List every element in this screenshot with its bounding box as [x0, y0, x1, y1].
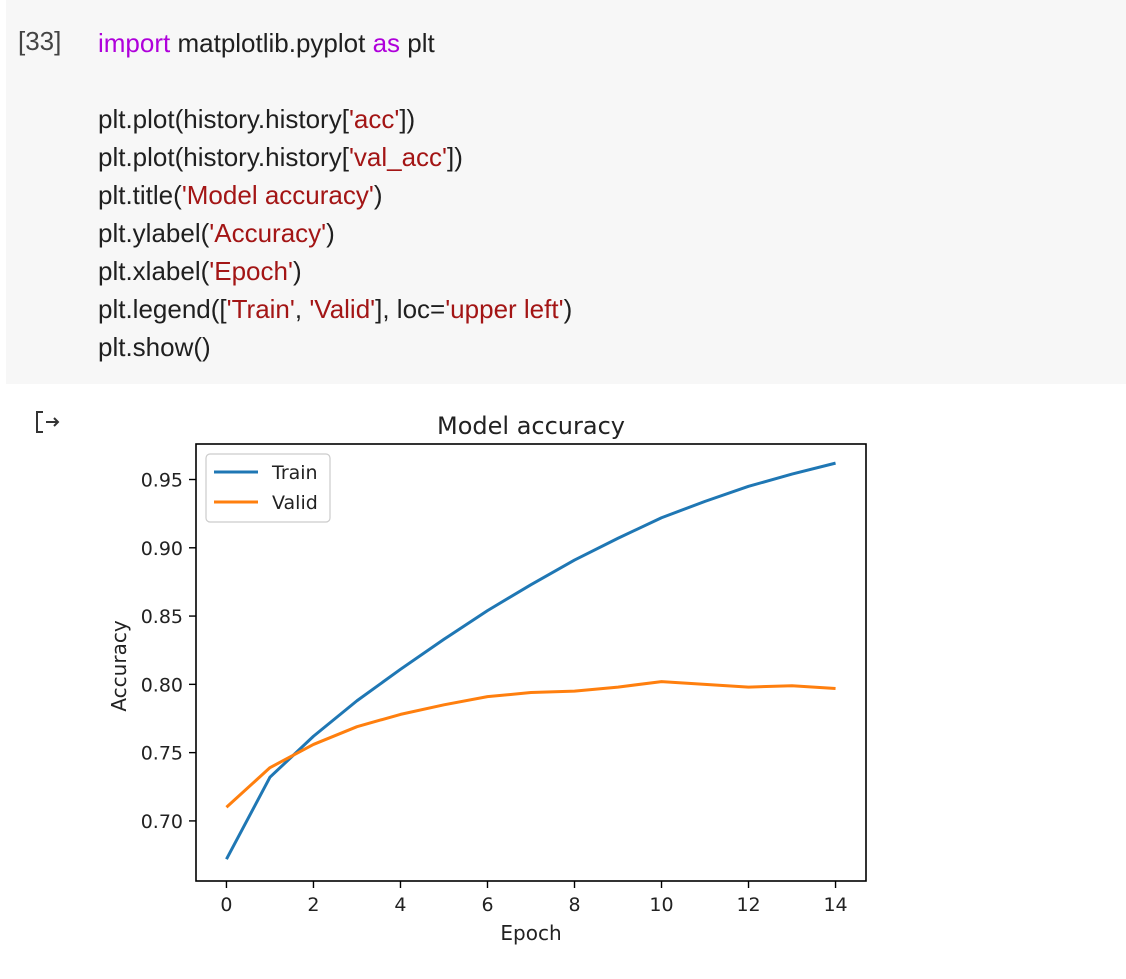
- code-line: plt.show(): [98, 332, 211, 362]
- legend-label: Train: [271, 462, 318, 484]
- code-token: ): [563, 294, 573, 324]
- code-token: ): [292, 256, 302, 286]
- code-line: plt.plot(history.history['acc']): [98, 104, 415, 134]
- x-tick-label: 10: [649, 894, 673, 916]
- code-token: plt.ylabel(: [98, 218, 210, 248]
- y-tick-label: 0.85: [141, 606, 183, 628]
- y-tick-label: 0.70: [141, 811, 183, 833]
- code-token: ): [373, 180, 383, 210]
- plot-output: Model accuracy 0 2 4 6 8 10 12 14 0.70 0.75 0.80 0.…: [0, 384, 1126, 974]
- code-string: 'Accuracy': [209, 218, 327, 248]
- code-token: ,: [294, 294, 310, 324]
- x-axis-label: Epoch: [500, 921, 561, 945]
- code-string: 'val_acc': [348, 142, 448, 172]
- y-tick-label: 0.75: [141, 743, 183, 765]
- code-string: 'Epoch': [209, 256, 293, 286]
- y-axis-label: Accuracy: [107, 620, 131, 711]
- code-token: plt.legend([: [98, 294, 227, 324]
- code-keyword: import: [98, 28, 171, 58]
- code-string: 'Model accuracy': [181, 180, 374, 210]
- x-tick-label: 0: [220, 894, 232, 916]
- x-tick-label: 8: [568, 894, 580, 916]
- code-token: plt.plot(history.history[: [98, 142, 349, 172]
- code-token: plt.xlabel(: [98, 256, 210, 286]
- x-tick-label: 4: [394, 894, 406, 916]
- code-token: ]): [447, 142, 463, 172]
- code-editor[interactable]: import matplotlib.pyplot as plt plt.plot…: [98, 24, 572, 366]
- code-string: 'Valid': [309, 294, 376, 324]
- x-tick-label: 6: [481, 894, 493, 916]
- code-token: ], loc=: [375, 294, 446, 324]
- accuracy-chart: Model accuracy 0 2 4 6 8 10 12 14 0.70 0.75 0.80 0.…: [107, 412, 867, 945]
- code-line: plt.legend(['Train', 'Valid'], loc='uppe…: [98, 294, 572, 324]
- code-token: plt.title(: [98, 180, 182, 210]
- code-line: plt.ylabel('Accuracy'): [98, 218, 335, 248]
- code-token: plt.show(): [98, 332, 211, 362]
- output-arrow-icon[interactable]: [34, 408, 64, 438]
- x-tick-label: 14: [823, 894, 847, 916]
- code-line: import matplotlib.pyplot as plt: [98, 28, 435, 58]
- execution-count: [33]: [18, 26, 62, 56]
- series-line-train: [225, 461, 836, 860]
- series-line-valid: [225, 680, 836, 809]
- code-string: 'Train': [226, 294, 295, 324]
- code-cell-input[interactable]: [6, 0, 1126, 384]
- y-tick-label: 0.90: [141, 538, 183, 560]
- chart-title: Model accuracy: [437, 412, 625, 440]
- code-token: plt.plot(history.history[: [98, 104, 349, 134]
- code-line: plt.title('Model accuracy'): [98, 180, 383, 210]
- y-tick-label: 0.95: [141, 470, 183, 492]
- code-token: plt: [400, 28, 435, 58]
- plot-frame: [195, 443, 867, 882]
- code-line: plt.plot(history.history['val_acc']): [98, 142, 463, 172]
- code-token: matplotlib.pyplot: [170, 28, 373, 58]
- code-token: ): [326, 218, 335, 248]
- legend-label: Valid: [272, 492, 318, 514]
- code-string: 'acc': [348, 104, 400, 134]
- code-token: ]): [399, 104, 416, 134]
- x-tick-label: 2: [307, 894, 319, 916]
- code-line: plt.xlabel('Epoch'): [98, 256, 302, 286]
- code-keyword: as: [372, 28, 401, 58]
- x-tick-label: 12: [736, 894, 760, 916]
- y-tick-label: 0.80: [141, 674, 183, 696]
- code-string: 'upper left': [445, 294, 564, 324]
